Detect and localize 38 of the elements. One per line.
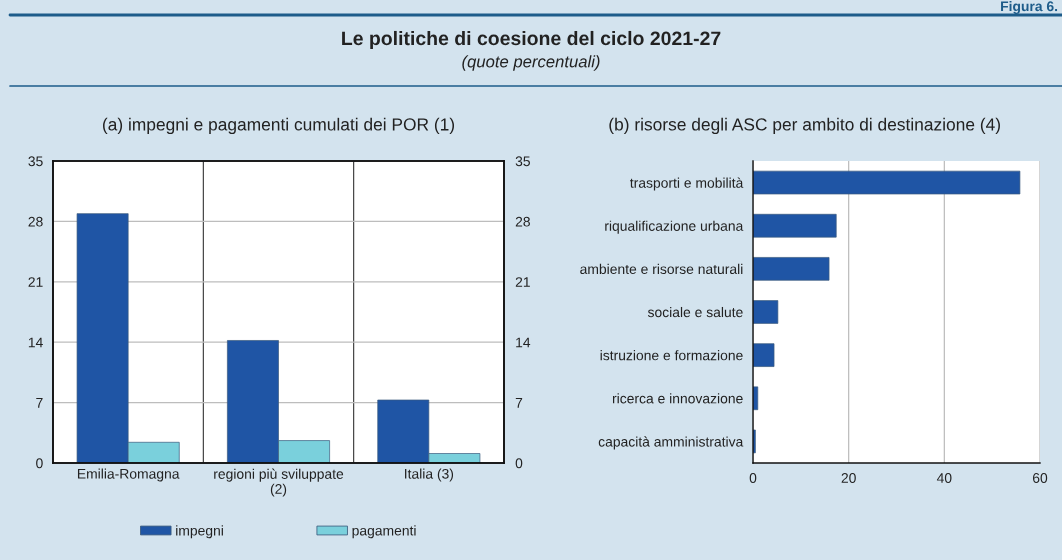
legend-label: impegni [176,525,223,539]
y2-tick-label: 7 [515,398,523,408]
y-tick-label: riqualificazione urbana [605,220,744,234]
text: Le politiche di coesione del ciclo 2021-27 [342,30,721,50]
text: Figura 6. [1001,1,1058,15]
x-tick-label: 40 [936,473,952,483]
x-tick-label: 0 [749,473,757,483]
y-tick-label: 0 [36,458,43,469]
y-tick-label: ambiente e risorse naturali [580,263,743,275]
x-tick-label: Italia (3) [405,468,454,482]
bar [753,170,1021,195]
y2-tick-label: 35 [515,156,530,167]
bar [753,343,775,367]
chart-title: (a) impegni e pagamenti cumulati dei POR (1) [103,117,455,134]
legend-label: pagamenti [352,525,416,539]
y2-tick-label: 28 [515,216,530,227]
y-tick-label: sociale e salute [647,306,743,318]
x-tick-label: regioni più sviluppate (2) [214,468,344,497]
y-tick-label: ricerca e innovazione [612,393,743,404]
chart-title: (b) risorse degli ASC per ambito di destinazione (4) [609,117,1000,134]
text: (quote percentuali) [462,55,600,71]
y2-tick-label: 0 [515,458,523,469]
y-tick-label: 21 [28,277,43,287]
bar [753,257,830,281]
y-tick-label: 28 [28,216,43,227]
x-tick-label: Emilia-Romagna [77,468,180,482]
y2-tick-label: 21 [515,277,530,287]
y-tick-label: 14 [28,337,43,348]
bar [753,300,779,324]
y-tick-label: 35 [28,156,43,167]
y-tick-label: trasporti e mobilità [630,177,744,191]
y-tick-label: istruzione e formazione [600,350,743,361]
bar [753,213,837,238]
x-tick-label: 20 [841,473,856,483]
y-tick-label: 7 [36,398,43,408]
y2-tick-label: 14 [516,337,531,348]
y-tick-label: capacità amministrativa [598,436,744,450]
x-tick-label: 60 [1032,473,1048,483]
